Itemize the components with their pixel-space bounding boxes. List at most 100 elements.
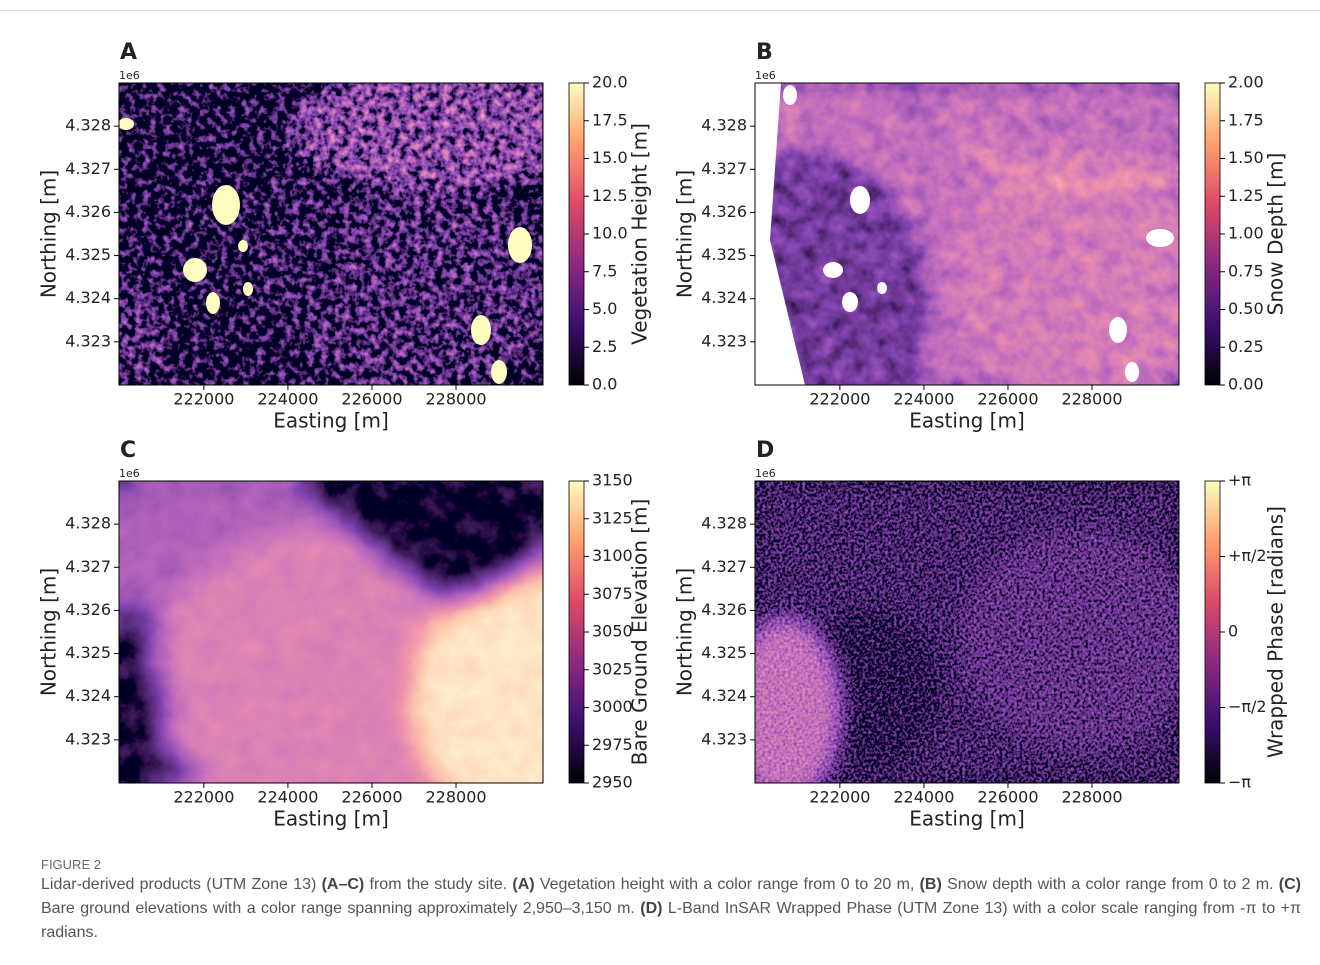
y-tick-label: 4.323 bbox=[701, 331, 747, 350]
caption-bold: (B) bbox=[920, 876, 942, 893]
offset-label: 1e6 bbox=[119, 467, 140, 480]
y-tick-label: 4.324 bbox=[65, 686, 111, 705]
colorbar-tick-label: 0.25 bbox=[1228, 337, 1264, 356]
colorbar-tick-label: 0.00 bbox=[1228, 375, 1264, 394]
offset-label: 1e6 bbox=[119, 69, 140, 82]
colorbar-tick-label: 3150 bbox=[592, 471, 633, 490]
x-axis-label: Easting [m] bbox=[909, 409, 1025, 433]
colorbar-tick-label: 10.0 bbox=[592, 224, 628, 243]
y-tick-label: 4.327 bbox=[701, 557, 747, 576]
colorbar-tick-label: +π/2 bbox=[1228, 546, 1267, 565]
y-tick-label: 4.325 bbox=[701, 245, 747, 264]
colorbar-label: Bare Ground Elevation [m] bbox=[628, 499, 652, 766]
offset-label: 1e6 bbox=[755, 467, 776, 480]
panel-label: B bbox=[756, 40, 773, 65]
colorbar bbox=[1205, 481, 1220, 783]
colorbar-tick-label: 0.75 bbox=[1228, 261, 1264, 280]
page: A 1e6 222000 224000 226000 228000 4.323 4.324 4.… bbox=[0, 0, 1320, 965]
x-tick-label: 224000 bbox=[893, 390, 954, 409]
raster-image bbox=[730, 481, 1200, 800]
x-tick-label: 222000 bbox=[809, 788, 870, 807]
x-tick-label: 222000 bbox=[809, 390, 870, 409]
colorbar-tick-label: +π bbox=[1228, 471, 1251, 490]
colorbar-tick-label: 5.0 bbox=[592, 299, 617, 318]
colorbar-label: Wrapped Phase [radians] bbox=[1264, 506, 1288, 758]
colorbar-tick-label: 2950 bbox=[592, 773, 633, 792]
y-tick-label: 4.325 bbox=[65, 643, 111, 662]
figure: A 1e6 222000 224000 226000 228000 4.323 4.324 4.… bbox=[0, 0, 1320, 850]
colorbar bbox=[1205, 83, 1220, 385]
y-tick-label: 4.325 bbox=[701, 643, 747, 662]
caption-bold: (C) bbox=[1279, 876, 1301, 893]
colorbar-tick-label: 12.5 bbox=[592, 186, 628, 205]
x-tick-label: 226000 bbox=[977, 390, 1038, 409]
panel-label: A bbox=[120, 40, 137, 65]
colorbar-tick-label: 0 bbox=[1228, 622, 1238, 641]
colorbar-tick-label: 1.50 bbox=[1228, 148, 1264, 167]
y-tick-label: 4.327 bbox=[65, 159, 111, 178]
caption-bold: (A–C) bbox=[322, 876, 365, 893]
panel-label: D bbox=[756, 438, 774, 463]
y-tick-label: 4.328 bbox=[701, 116, 747, 135]
caption-bold: (A) bbox=[512, 876, 534, 893]
colorbar-tick-label: 1.00 bbox=[1228, 224, 1264, 243]
caption-text: Bare ground elevations with a color rang… bbox=[41, 900, 640, 917]
caption-bold: (D) bbox=[640, 900, 662, 917]
y-tick-label: 4.324 bbox=[701, 288, 747, 307]
colorbar-tick-label: −π bbox=[1228, 773, 1251, 792]
y-tick-label: 4.327 bbox=[701, 159, 747, 178]
x-tick-label: 224000 bbox=[257, 788, 318, 807]
x-tick-label: 228000 bbox=[425, 390, 486, 409]
x-tick-label: 228000 bbox=[1061, 390, 1122, 409]
y-axis-label: Northing [m] bbox=[37, 568, 61, 696]
x-tick-label: 228000 bbox=[425, 788, 486, 807]
y-tick-label: 4.326 bbox=[65, 202, 111, 221]
caption-text: Vegetation height with a color range fro… bbox=[535, 876, 920, 893]
raster-image bbox=[112, 70, 590, 390]
colorbar-tick-label: 7.5 bbox=[592, 261, 617, 280]
y-axis-label: Northing [m] bbox=[37, 170, 61, 298]
panel-label: C bbox=[120, 438, 136, 463]
colorbar-tick-label: 2.00 bbox=[1228, 73, 1264, 92]
y-tick-label: 4.323 bbox=[701, 729, 747, 748]
x-tick-label: 226000 bbox=[341, 788, 402, 807]
colorbar-tick-label: 20.0 bbox=[592, 73, 628, 92]
x-tick-label: 224000 bbox=[893, 788, 954, 807]
y-tick-label: 4.328 bbox=[701, 514, 747, 533]
colorbar-label: Vegetation Height [m] bbox=[628, 123, 652, 345]
x-axis-label: Easting [m] bbox=[273, 807, 389, 831]
y-tick-label: 4.324 bbox=[65, 288, 111, 307]
y-tick-label: 4.325 bbox=[65, 245, 111, 264]
x-tick-label: 224000 bbox=[257, 390, 318, 409]
y-tick-label: 4.326 bbox=[65, 600, 111, 619]
colorbar bbox=[569, 481, 584, 783]
caption-text: Snow depth with a color range from 0 to … bbox=[942, 876, 1279, 893]
x-axis-label: Easting [m] bbox=[909, 807, 1025, 831]
figure-caption: Lidar-derived products (UTM Zone 13) (A–… bbox=[41, 873, 1301, 945]
colorbar bbox=[569, 83, 584, 385]
y-tick-label: 4.326 bbox=[701, 202, 747, 221]
colorbar-tick-label: 2.5 bbox=[592, 337, 617, 356]
x-tick-label: 222000 bbox=[173, 390, 234, 409]
colorbar-tick-label: 1.25 bbox=[1228, 186, 1264, 205]
y-axis-label: Northing [m] bbox=[673, 170, 697, 298]
y-tick-label: 4.323 bbox=[65, 729, 111, 748]
y-tick-label: 4.323 bbox=[65, 331, 111, 350]
caption-text: from the study site. bbox=[364, 876, 512, 893]
x-tick-label: 226000 bbox=[977, 788, 1038, 807]
offset-label: 1e6 bbox=[755, 69, 776, 82]
x-axis-label: Easting [m] bbox=[273, 409, 389, 433]
y-tick-label: 4.327 bbox=[65, 557, 111, 576]
x-tick-label: 226000 bbox=[341, 390, 402, 409]
colorbar-tick-label: 0.50 bbox=[1228, 299, 1264, 318]
colorbar-label: Snow Depth [m] bbox=[1264, 153, 1288, 316]
x-tick-label: 222000 bbox=[173, 788, 234, 807]
x-tick-label: 228000 bbox=[1061, 788, 1122, 807]
colorbar-tick-label: 15.0 bbox=[592, 148, 628, 167]
colorbar-tick-label: 1.75 bbox=[1228, 110, 1264, 129]
y-tick-label: 4.328 bbox=[65, 514, 111, 533]
colorbar-tick-label: −π/2 bbox=[1228, 697, 1267, 716]
y-tick-label: 4.326 bbox=[701, 600, 747, 619]
colorbar-tick-label: 17.5 bbox=[592, 110, 628, 129]
colorbar-tick-label: 0.0 bbox=[592, 375, 617, 394]
